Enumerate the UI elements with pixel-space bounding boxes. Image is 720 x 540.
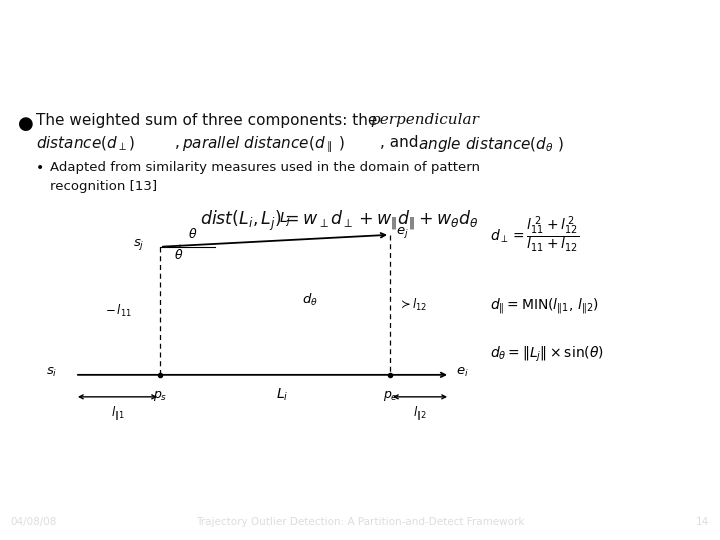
Text: 14: 14 xyxy=(696,517,709,528)
Text: perpendicular: perpendicular xyxy=(370,113,479,127)
Text: , and: , and xyxy=(380,134,418,150)
Text: $L_j$: $L_j$ xyxy=(279,211,291,229)
Text: $d_\theta = \|L_j\| \times \sin(\theta)$: $d_\theta = \|L_j\| \times \sin(\theta)$ xyxy=(490,345,604,364)
Text: $L_i$: $L_i$ xyxy=(276,387,289,403)
Text: $e_i$: $e_i$ xyxy=(456,366,469,380)
Text: ●: ● xyxy=(18,114,34,133)
Text: $\succ l_{12}$: $\succ l_{12}$ xyxy=(398,297,428,313)
Text: $d_\perp = \dfrac{l_{11}^{\;2} + l_{12}^{\;2}}{l_{11} + l_{12}}$: $d_\perp = \dfrac{l_{11}^{\;2} + l_{12}^… xyxy=(490,215,579,255)
Text: The weighted sum of three components: the: The weighted sum of three components: th… xyxy=(36,113,377,128)
Text: $s_j$: $s_j$ xyxy=(132,237,144,252)
Text: $e_j$: $e_j$ xyxy=(396,225,409,240)
Text: $s_i$: $s_i$ xyxy=(45,366,57,380)
Text: Adapted from similarity measures used in the domain of pattern: Adapted from similarity measures used in… xyxy=(50,161,480,174)
Text: •: • xyxy=(36,161,44,175)
Text: $\theta$: $\theta$ xyxy=(188,227,197,241)
Text: $\theta$: $\theta$ xyxy=(174,248,184,262)
Text: $d_\theta$: $d_\theta$ xyxy=(302,292,318,308)
Text: $\mathit{angle\ distance}(d_\theta\ )$: $\mathit{angle\ distance}(d_\theta\ )$ xyxy=(418,134,564,154)
Text: recognition [13]: recognition [13] xyxy=(50,180,157,193)
Text: 04/08/08: 04/08/08 xyxy=(11,517,57,528)
Text: ,: , xyxy=(175,134,180,150)
Text: $p_e$: $p_e$ xyxy=(382,389,397,403)
Text: Trajectory Outlier Detection: A Partition-and-Detect Framework: Trajectory Outlier Detection: A Partitio… xyxy=(196,517,524,528)
Text: $l_{\|1}$: $l_{\|1}$ xyxy=(111,405,125,423)
Text: $\mathit{distance}(d_\perp)$: $\mathit{distance}(d_\perp)$ xyxy=(36,134,135,153)
Text: $\mathit{parallel\ distance}(d_\parallel\ )$: $\mathit{parallel\ distance}(d_\parallel… xyxy=(182,134,346,156)
Text: $dist(L_i, L_j) = w_\perp d_\perp + w_\| d_\| + w_\theta d_\theta$: $dist(L_i, L_j) = w_\perp d_\perp + w_\|… xyxy=(200,209,479,233)
Text: Distance between T-Partitions: Distance between T-Partitions xyxy=(14,26,415,51)
Text: $l_{\|2}$: $l_{\|2}$ xyxy=(413,405,427,423)
Text: $d_\| = \mathrm{MIN}(l_{\|1},\, l_{\|2})$: $d_\| = \mathrm{MIN}(l_{\|1},\, l_{\|2})… xyxy=(490,297,599,316)
Text: $p_s$: $p_s$ xyxy=(153,389,167,403)
Text: $-\,l_{11}$: $-\,l_{11}$ xyxy=(105,303,132,319)
